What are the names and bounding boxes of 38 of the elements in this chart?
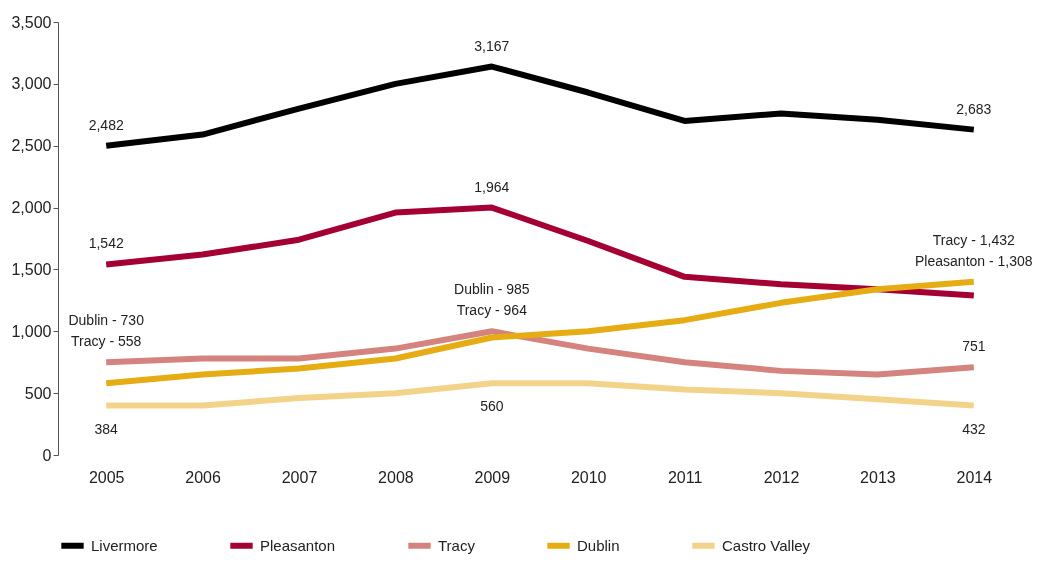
y-tick-label: 0 <box>42 446 52 464</box>
x-tick-label: 2007 <box>281 468 318 486</box>
x-tick-label: 2005 <box>88 468 125 486</box>
y-tick-label: 3,000 <box>11 75 52 93</box>
x-tick-label: 2011 <box>667 468 703 486</box>
annotation: 3,167 <box>474 37 510 54</box>
x-tick-label: 2008 <box>378 468 414 486</box>
annotation: Pleasanton - 1,308 <box>915 252 1033 269</box>
annotation: Dublin - 985 <box>454 281 530 298</box>
annotation: Tracy - 964 <box>456 302 528 319</box>
annotation: Tracy - 558 <box>71 333 142 350</box>
x-tick-label: 2006 <box>185 468 221 486</box>
y-tick-label: 500 <box>24 384 52 402</box>
y-tick-label: 1,000 <box>11 322 52 340</box>
y-tick-label: 1,500 <box>11 260 52 278</box>
legend-label: Castro Valley <box>722 536 811 554</box>
annotation: 1,964 <box>474 178 510 195</box>
x-tick-label: 2010 <box>570 468 607 486</box>
annotation: 560 <box>480 398 504 415</box>
annotation: 751 <box>962 338 986 355</box>
legend-label: Dublin <box>577 536 620 554</box>
x-tick-label: 2014 <box>956 468 993 486</box>
legend-label: Livermore <box>91 536 158 554</box>
annotation: 2,683 <box>956 100 992 117</box>
y-tick-label: 3,500 <box>11 13 52 31</box>
annotation: 384 <box>94 420 119 437</box>
annotation: Tracy - 1,432 <box>932 231 1015 248</box>
annotation: 2,482 <box>88 116 124 133</box>
x-tick-label: 2012 <box>763 468 800 486</box>
y-tick-label: 2,500 <box>11 137 52 155</box>
annotation: 432 <box>962 420 986 437</box>
annotation: Dublin - 730 <box>68 312 145 329</box>
y-tick-label: 2,000 <box>11 199 52 217</box>
legend-label: Tracy <box>438 536 476 554</box>
legend-label: Pleasanton <box>260 536 336 554</box>
x-tick-label: 2013 <box>860 468 896 486</box>
annotation: 1,542 <box>88 235 124 252</box>
x-tick-label: 2009 <box>474 468 511 486</box>
